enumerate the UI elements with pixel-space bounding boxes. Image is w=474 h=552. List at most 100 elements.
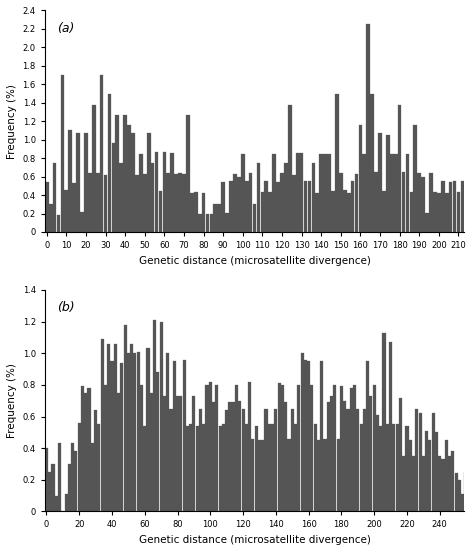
Bar: [251, 439, 255, 512]
Bar: [428, 440, 431, 512]
Bar: [340, 386, 343, 512]
Bar: [156, 372, 159, 512]
Bar: [315, 193, 319, 232]
Bar: [425, 213, 429, 232]
Bar: [108, 93, 111, 232]
Bar: [212, 402, 215, 512]
Bar: [163, 152, 166, 232]
Bar: [146, 348, 150, 512]
Bar: [449, 182, 453, 232]
Bar: [399, 397, 402, 512]
Bar: [133, 353, 137, 512]
Bar: [458, 480, 461, 512]
Bar: [55, 496, 58, 512]
Bar: [374, 172, 378, 232]
Bar: [455, 474, 458, 512]
Bar: [301, 353, 304, 512]
Bar: [465, 472, 467, 512]
Bar: [196, 426, 199, 512]
Bar: [258, 440, 261, 512]
Bar: [186, 115, 190, 232]
Bar: [379, 426, 383, 512]
Bar: [80, 211, 84, 232]
Bar: [433, 192, 437, 232]
Bar: [445, 193, 448, 232]
Bar: [153, 320, 156, 512]
Bar: [221, 182, 225, 232]
Bar: [71, 443, 74, 512]
Bar: [160, 322, 163, 512]
Bar: [131, 133, 135, 232]
Bar: [64, 494, 68, 512]
Bar: [366, 361, 369, 512]
Bar: [92, 105, 96, 232]
Bar: [166, 353, 169, 512]
Bar: [104, 385, 107, 512]
Bar: [198, 214, 201, 232]
Bar: [276, 182, 280, 232]
Bar: [327, 402, 330, 512]
Bar: [51, 464, 55, 512]
Bar: [84, 133, 88, 232]
Bar: [190, 193, 194, 232]
Bar: [110, 361, 114, 512]
Bar: [173, 361, 176, 512]
Bar: [319, 155, 323, 232]
Bar: [199, 408, 202, 512]
Bar: [410, 192, 413, 232]
Bar: [311, 163, 315, 232]
Bar: [392, 424, 395, 512]
Bar: [355, 174, 358, 232]
Bar: [176, 396, 179, 512]
Bar: [245, 181, 248, 232]
Bar: [335, 93, 339, 232]
Bar: [135, 175, 139, 232]
Bar: [140, 385, 143, 512]
Bar: [347, 193, 350, 232]
Bar: [461, 494, 464, 512]
Bar: [406, 153, 410, 232]
X-axis label: Genetic distance (microsatellite divergence): Genetic distance (microsatellite diverge…: [138, 256, 371, 266]
Bar: [143, 426, 146, 512]
Bar: [261, 440, 264, 512]
Bar: [68, 464, 71, 512]
Bar: [382, 192, 386, 232]
X-axis label: Genetic distance (microsatellite divergence): Genetic distance (microsatellite diverge…: [138, 535, 371, 545]
Bar: [49, 204, 53, 232]
Bar: [412, 456, 415, 512]
Bar: [398, 105, 401, 232]
Bar: [225, 410, 228, 512]
Bar: [333, 385, 337, 512]
Bar: [150, 393, 153, 512]
Bar: [189, 424, 192, 512]
Bar: [268, 192, 272, 232]
Bar: [182, 174, 186, 232]
Bar: [415, 408, 419, 512]
Bar: [81, 386, 84, 512]
Bar: [284, 163, 288, 232]
Bar: [350, 388, 353, 512]
Bar: [117, 393, 120, 512]
Bar: [166, 173, 170, 232]
Bar: [91, 443, 94, 512]
Bar: [88, 173, 92, 232]
Bar: [68, 130, 72, 232]
Bar: [327, 155, 331, 232]
Bar: [468, 492, 471, 512]
Bar: [56, 215, 60, 232]
Bar: [261, 192, 264, 232]
Bar: [242, 408, 245, 512]
Bar: [456, 192, 460, 232]
Bar: [472, 193, 474, 232]
Bar: [155, 152, 158, 232]
Bar: [202, 424, 205, 512]
Bar: [205, 385, 209, 512]
Bar: [253, 204, 256, 232]
Bar: [281, 385, 284, 512]
Bar: [308, 181, 311, 232]
Bar: [215, 385, 219, 512]
Bar: [437, 193, 441, 232]
Bar: [353, 385, 356, 512]
Bar: [323, 439, 327, 512]
Bar: [421, 177, 425, 232]
